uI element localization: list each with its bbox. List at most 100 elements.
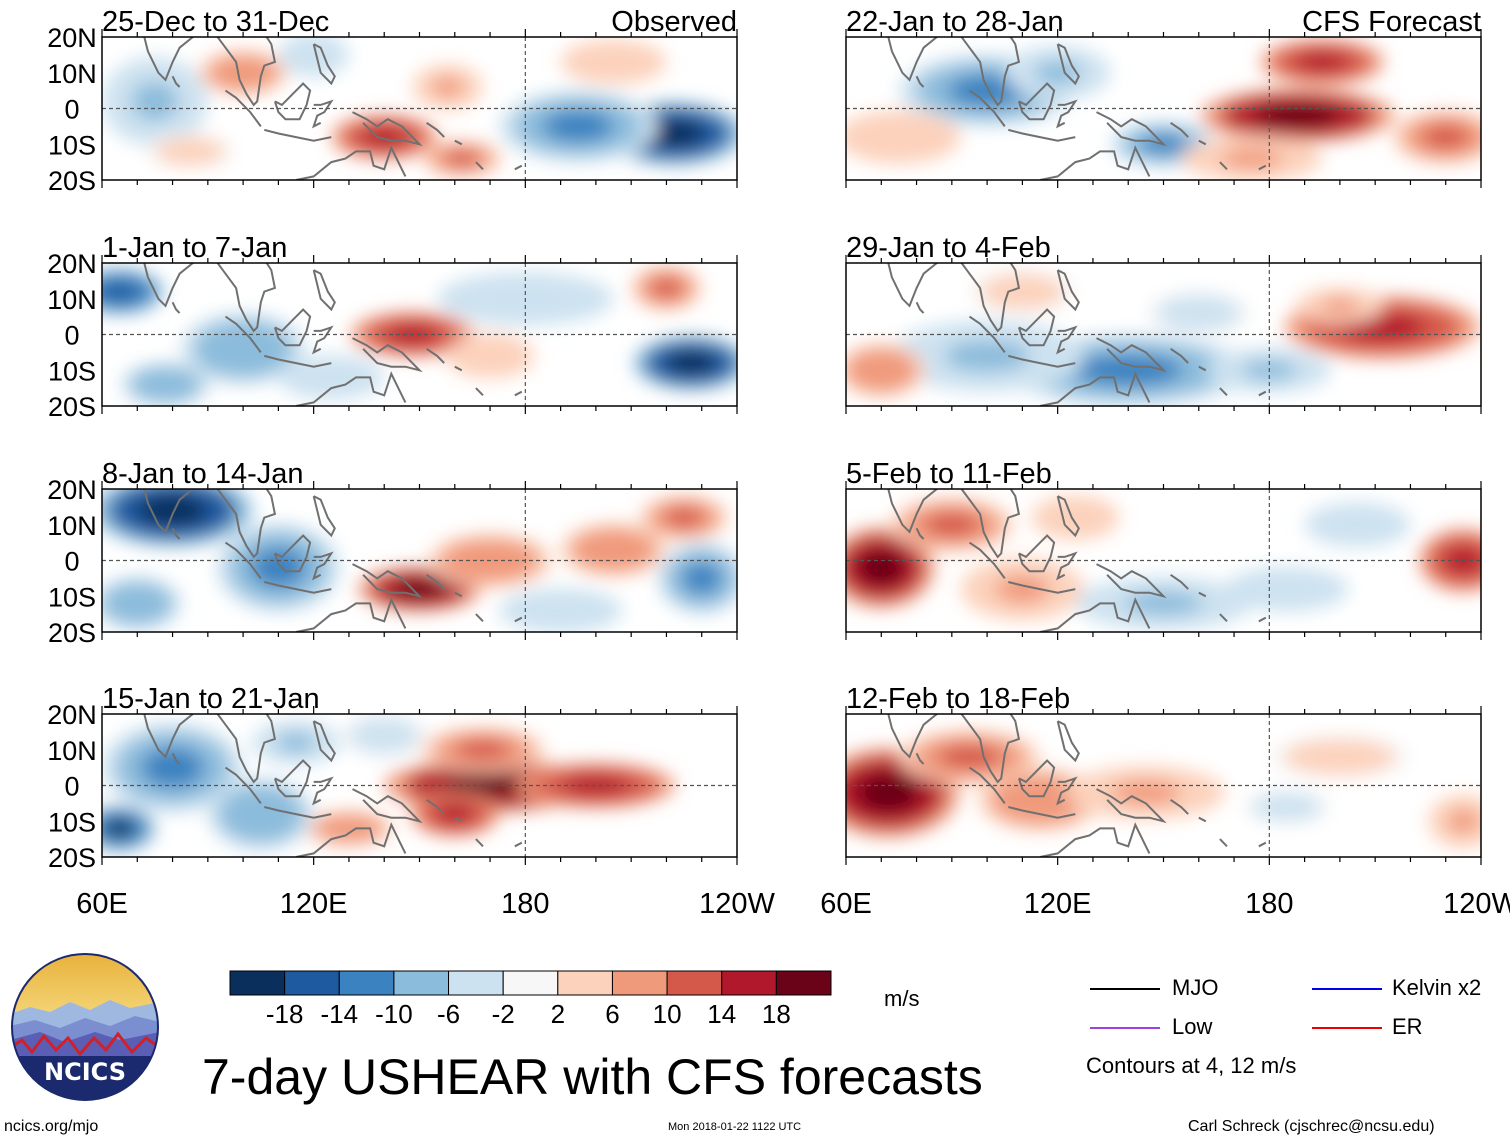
coastline [312,269,336,312]
x-tick-label: 120W [699,888,775,920]
y-tick-label: 10S [48,807,96,837]
colorbar-label: -10 [375,999,413,1029]
anomaly-core [1254,103,1341,128]
x-tick-label: 60E [76,888,128,920]
coastline [295,371,407,406]
anomaly-core [590,52,637,72]
coastline [171,527,181,540]
anomaly-core [1175,303,1223,323]
coastline [426,347,445,364]
colorbar-label: 6 [605,999,619,1029]
coastline [216,263,277,333]
coastline [915,752,925,765]
coastline [273,759,312,798]
anomaly-core [1447,809,1479,834]
y-tick-label: 20N [47,249,97,279]
panel-period: 12-Feb to 18-Feb [846,683,1070,715]
y-tick-label: 20S [48,843,96,873]
coastline [264,354,332,368]
anomaly-core [392,579,447,599]
panel-source: Observed [611,6,737,38]
coastline [514,841,523,848]
anomaly-core [215,333,271,365]
coastline [1008,806,1076,819]
coastline [1039,371,1151,406]
coastline [886,263,939,308]
coastline [1008,354,1076,368]
y-tick-label: 0 [64,321,79,351]
y-tick-label: 10N [47,511,97,541]
coastline [514,390,523,397]
panel-period: 15-Jan to 21-Jan [102,683,320,715]
contours-note: Contours at 4, 12 m/s [1086,1053,1297,1078]
shear-field [846,269,1480,406]
coastline [295,822,407,857]
coastline [1219,161,1228,171]
coastline [216,489,277,559]
site-link[interactable]: ncics.org/mjo [4,1118,99,1135]
colorbar-swatch [229,970,286,996]
y-tick-label: 0 [64,547,79,577]
colorbar-swatch [775,970,832,996]
coastline [1056,43,1080,86]
coastline [264,806,332,819]
colorbar-swatch [557,970,613,996]
coastlines [142,489,523,632]
coastline [454,365,463,372]
logo-text: NCICS [44,1058,126,1086]
anomaly-core [1124,591,1203,616]
y-tick-label: 20S [48,166,96,196]
coastline [1056,269,1080,312]
coastline [295,597,407,632]
anomaly-core [857,772,920,813]
coastlines [886,489,1267,632]
coastline [960,714,1021,784]
coastline [273,308,312,347]
y-tick-label: 10S [48,356,96,386]
anomaly-core [1320,298,1360,314]
coastline [886,37,939,82]
panel-0: 20N 10N 0 10S 20S 25-Dec to 31-Dec Observed [47,6,738,196]
panel-period: 1-Jan to 7-Jan [102,232,287,264]
coastline [142,489,195,534]
anomaly-core [360,127,408,147]
colorbar-swatch [502,970,559,996]
panel-5: 29-Jan to 4-Feb [845,232,1482,414]
legend-label-kelvin: Kelvin x2 [1392,975,1482,1000]
coastline [1170,121,1189,138]
y-tick-label: 10N [47,285,97,315]
coastlines [886,37,1267,180]
legend-label-low: Low [1172,1014,1213,1039]
anomaly-core [665,351,717,375]
panel-2: 20N 10N 0 10S 20S 8-Jan to 14-Jan [47,458,738,648]
coastline [426,573,445,590]
coastline [1096,563,1167,599]
coastline [454,139,463,146]
legend-line-low [1090,1027,1160,1029]
panel-1: 20N 10N 0 10S 20S 1-Jan to 7-Jan [47,232,738,422]
coastline [171,301,181,314]
coastline [273,534,312,573]
coastline [475,161,484,171]
x-tick-label: 180 [1245,888,1293,920]
coastline [312,720,336,763]
coastline [216,37,277,107]
colorbar: -18 -14 -10 -6 -2 2 6 10 14 18 [229,970,832,1029]
anomaly-core [938,745,1001,769]
coastline [1056,551,1078,581]
panel-period: 29-Jan to 4-Feb [846,232,1051,264]
coastline [1017,308,1056,347]
coastline [968,315,1006,353]
coastlines [886,714,1267,857]
anomaly-core [1334,514,1381,535]
anomaly-core [276,732,316,753]
anomaly-core [948,74,1026,107]
coastline [1198,816,1207,823]
colorbar-swatch [611,970,668,996]
x-tick-label: 120E [1024,888,1092,920]
coastline [273,82,312,121]
coastline [1056,495,1080,538]
panel-period: 8-Jan to 14-Jan [102,458,304,490]
y-tick-label: 10N [47,736,97,766]
